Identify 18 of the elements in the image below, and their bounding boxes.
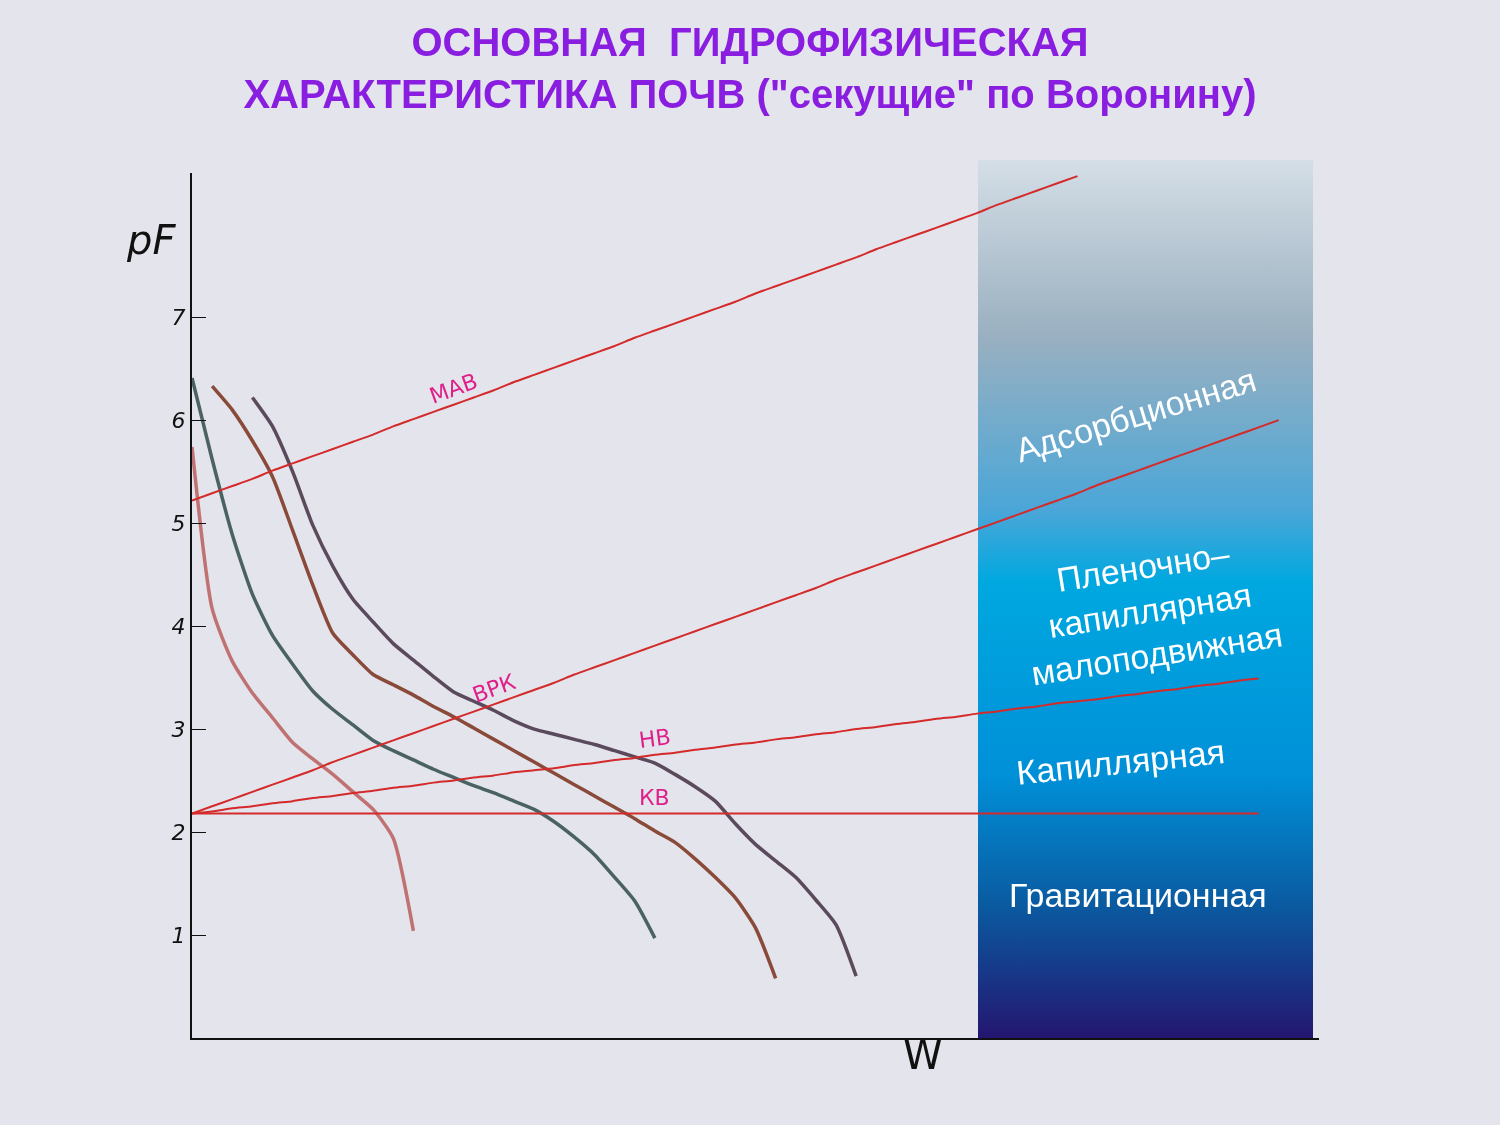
y-tick-label: 3 (171, 716, 186, 742)
y-tick-label: 1 (171, 922, 186, 948)
x-axis-title: W (903, 1032, 943, 1078)
y-axis-title: pF (126, 217, 177, 263)
chart-title: ОСНОВНАЯ ГИДРОФИЗИЧЕСКАЯ ХАРАКТЕРИСТИКА ПОЧВ ("секущие" по Воронину) (243, 20, 1257, 117)
annotation: Гравитационная (1009, 876, 1267, 914)
y-tick-label: 6 (171, 407, 186, 433)
text: ВРК (469, 669, 520, 708)
annotation: Пленочно– капиллярная малоподвижная (1028, 534, 1286, 693)
line-series (192, 445, 416, 933)
y-tick-label: 2 (171, 819, 186, 845)
annotation: Капиллярная (1014, 732, 1227, 792)
y-tick-label: 7 (171, 304, 186, 330)
text: НВ (637, 724, 673, 753)
text: МАВ (426, 368, 481, 409)
series-label: КВ (639, 785, 670, 810)
y-tick-label: 4 (171, 613, 186, 639)
y-tick-label: 5 (171, 510, 186, 536)
